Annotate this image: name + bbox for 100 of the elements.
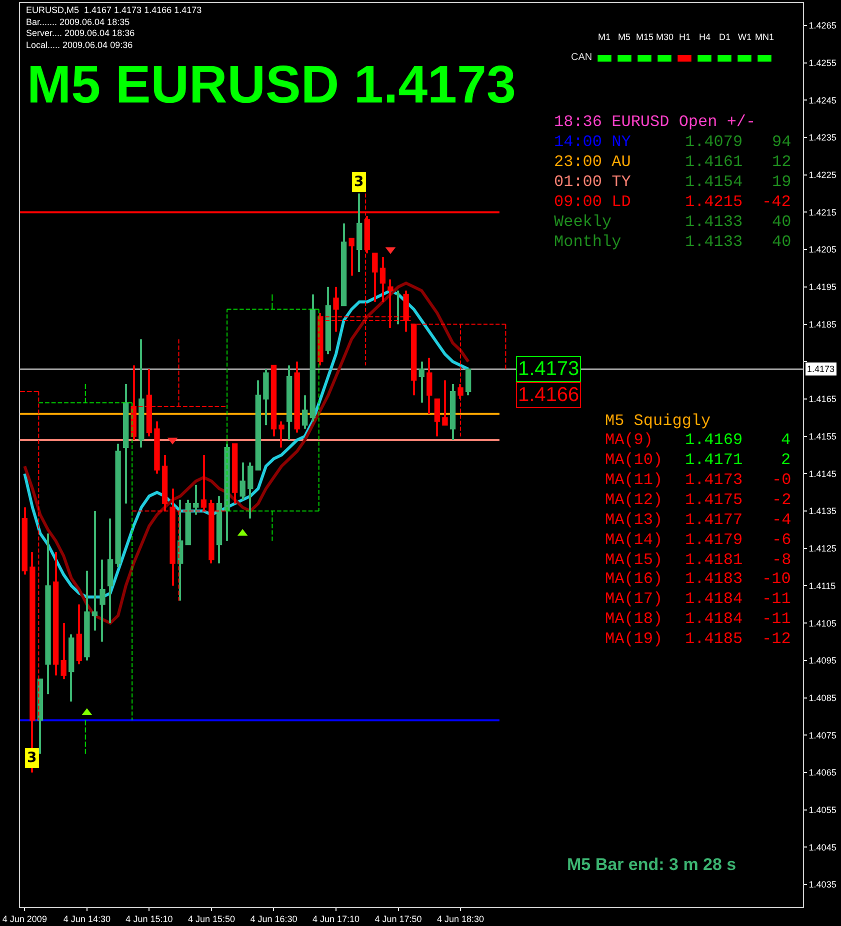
annotation: 1.4183 [685,570,743,588]
annotation: ▬ [696,47,714,68]
x-tick-label: 4 Jun 15:50 [188,914,235,924]
annotation: W1 [738,32,752,42]
annotation: 1.4173 [685,471,743,489]
annotation: MA(18) [605,610,663,628]
y-tick-label: 1.4075 [808,730,836,740]
annotation: ▬ [716,47,734,68]
annotation: Monthly [554,233,622,251]
annotation: -8 [772,551,792,569]
annotation: MN1 [755,32,774,42]
annotation: 1.4215 [685,193,743,211]
annotation: 1.4184 [685,610,743,628]
annotation: 1.4184 [685,590,743,608]
annotation: 1.4133 [685,233,743,251]
annotation: D1 [719,32,731,42]
annotation: 18:36 EURUSD Open +/- [554,113,756,131]
annotation: M5 Squiggly [605,412,712,430]
annotation: -2 [772,491,792,509]
annotation: -0 [772,471,792,489]
annotation: -10 [762,570,791,588]
annotation: ▬ [736,47,754,68]
annotation: 4 [781,431,791,449]
y-tick-label: 1.4195 [808,282,836,292]
annotation: ▬ [756,47,774,68]
annotation: -12 [762,630,791,648]
annotation: 19 [772,173,792,191]
y-tick-label: 1.4115 [808,580,836,591]
annotation: M1 [598,32,611,42]
y-tick-label: 1.4085 [808,692,836,703]
annotation: MA(15) [605,551,663,569]
y-tick-label: 1.4165 [808,394,836,404]
annotation: MA(17) [605,590,663,608]
annotation: MA(16) [605,570,663,588]
x-tick-label: 4 Jun 14:30 [63,914,110,924]
annotation: MA(9) [605,431,654,449]
y-tick-label: 1.4035 [808,880,836,890]
annotation: CAN [571,52,592,63]
x-tick-label: 4 Jun 17:10 [312,914,360,924]
annotation: 14:00 NY [554,133,632,151]
x-tick-label: 4 Jun 18:30 [437,914,484,924]
annotation: -11 [762,590,791,608]
y-tick-label: 1.4255 [808,58,836,68]
annotation: -11 [762,610,791,628]
y-tick-label: 1.4155 [808,431,836,442]
y-tick-label: 1.4055 [808,805,836,816]
annotation: 1.4169 [685,431,743,449]
annotation: ▬ [656,47,674,68]
annotation: ▬ [596,47,614,68]
annotation: 1.4185 [685,630,743,648]
annotation: ▬ [636,47,654,68]
annotation: MA(14) [605,531,663,549]
annotation: 3 [354,174,364,190]
annotation: M15 [636,32,654,42]
y-tick-label: 1.4125 [808,544,836,554]
y-tick-label: 1.4135 [808,506,836,516]
annotation: 3 [27,750,37,766]
annotation: 40 [772,213,792,231]
annotation: -6 [772,531,792,549]
annotation: -42 [762,193,791,211]
y-tick-label: 1.4245 [808,95,836,106]
annotation: 01:00 TY [554,173,632,191]
annotation: EURUSD,M5 1.4167 1.4173 1.4166 1.4173 [26,5,202,15]
annotation: 1.4166 [518,384,580,406]
y-tick-label: 1.4095 [808,656,836,666]
annotation: ▬ [616,47,634,68]
ref-line-label: 1.4173 [807,364,835,374]
annotation: Server.... 2009.06.04 18:36 [26,28,135,38]
x-tick-label: 4 Jun 2009 [2,914,47,924]
annotation: MA(11) [605,471,663,489]
annotation: 23:00 AU [554,153,631,171]
annotation: 09:00 LD [554,193,631,211]
annotation: Weekly [554,213,612,231]
annotation: ▬ [676,47,694,68]
annotation: 1.4154 [685,173,743,191]
annotation: 12 [772,153,792,171]
y-tick-label: 1.4185 [808,319,836,330]
y-tick-label: 1.4225 [808,170,836,180]
x-tick-label: 4 Jun 16:30 [250,914,298,924]
annotation: H1 [679,32,691,42]
y-tick-label: 1.4235 [808,132,836,143]
text: M5 EURUSD 1.4173 [27,56,516,115]
annotation: 1.4175 [685,491,743,509]
annotation: MA(10) [605,451,663,469]
annotation: Local..... 2009.06.04 09:36 [26,40,133,50]
annotation: 1.4171 [685,451,743,469]
annotation: Bar....... 2009.06.04 18:35 [26,17,130,27]
annotation: 40 [772,233,792,251]
annotation: 1.4133 [685,213,743,231]
annotation: 1.4177 [685,511,743,529]
y-tick-label: 1.4145 [808,468,836,479]
x-tick-label: 4 Jun 17:50 [374,914,422,924]
annotation: MA(12) [605,491,663,509]
annotation: 1.4079 [685,133,743,151]
y-tick-label: 1.4265 [808,20,836,31]
annotation: 1.4179 [685,531,743,549]
annotation: M5 [618,32,631,42]
annotation: MA(13) [605,511,663,529]
annotation: H4 [699,32,711,42]
annotation: M5 Bar end: 3 m 28 s [567,855,736,874]
